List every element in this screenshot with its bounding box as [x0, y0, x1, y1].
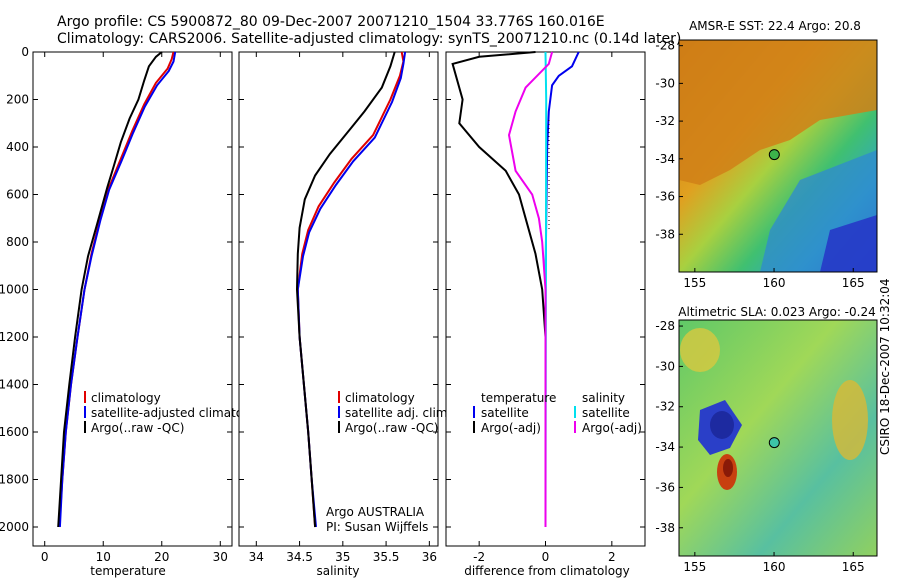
map-y-tick-label: -36: [655, 480, 675, 494]
x-tick-label: -2: [473, 550, 485, 564]
sst-map-panel: AMSR-E SST: 22.4 Argo: 20.8 -28 -30 -32 -34…: [655, 19, 878, 290]
salinity-panel: 34 34.5 35 35.5 36 climatology satellite adj…: [238, 51, 451, 578]
x-tick-label: 20: [154, 550, 169, 564]
difference-panel: -2 0 2 temperature salinity satellite Argo…: [445, 51, 646, 578]
header-line2: Climatology: CARS2006. Satellite-adjuste…: [57, 31, 681, 47]
legend-satellite-label: satellite adj. clim.: [345, 406, 451, 420]
map-x-tick-label: 165: [842, 560, 865, 574]
y-tick-label: 400: [6, 140, 29, 154]
map-x-tick-label: 165: [842, 276, 865, 290]
map-y-tick-label: -36: [655, 190, 675, 204]
header-line1: Argo profile: CS 5900872_80 09-Dec-2007 …: [57, 14, 605, 30]
map-x-tick-label: 155: [683, 276, 706, 290]
y-tick-label: 200: [6, 93, 29, 107]
sla-low-eddy-core: [710, 411, 734, 439]
legend-temp-satellite-label: satellite: [481, 406, 529, 420]
series-line-satellite-adjusted-climatology: [58, 51, 177, 528]
creation-stamp: CSIRO 18-Dec-2007 10:32:04: [878, 278, 892, 455]
legend-argo-label: Argo(..raw -QC): [91, 421, 184, 435]
legend-salinity-header: salinity: [582, 391, 625, 405]
sla-high-patch: [832, 380, 868, 460]
y-tick-label: 1600: [0, 425, 29, 439]
x-tick-label: 0: [542, 550, 550, 564]
legend-climatology-label: climatology: [91, 391, 161, 405]
map-y-tick-label: -38: [655, 521, 675, 535]
x-tick-label: 30: [213, 550, 228, 564]
map-y-tick-label: -30: [655, 359, 675, 373]
y-tick-label: 0: [21, 45, 29, 59]
argo-float-marker: [768, 149, 780, 161]
sst-cold-eddy: [820, 215, 877, 272]
x-tick-label: 2: [608, 550, 616, 564]
y-tick-label: 600: [6, 188, 29, 202]
sla-map-title: Altimetric SLA: 0.023 Argo: -0.24: [678, 305, 875, 319]
map-x-tick-label: 160: [763, 276, 786, 290]
sla-map-panel: Altimetric SLA: 0.023 Argo: -0.24 -28 -30…: [655, 305, 878, 574]
x-tick-label: 0: [41, 550, 49, 564]
x-tick-label: 36: [422, 550, 437, 564]
legend-satellite-label: satellite-adjusted climatology: [91, 406, 269, 420]
map-x-tick-label: 160: [763, 560, 786, 574]
x-tick-label: 10: [96, 550, 111, 564]
y-tick-label: 1400: [0, 378, 29, 392]
map-y-tick-label: -32: [655, 114, 675, 128]
map-y-tick-label: -30: [655, 76, 675, 90]
temperature-xlabel: temperature: [90, 564, 165, 578]
x-tick-label: 35: [335, 550, 350, 564]
y-tick-label: 1200: [0, 330, 29, 344]
legend-sal-satellite-label: satellite: [582, 406, 630, 420]
map-y-tick-label: -32: [655, 400, 675, 414]
map-y-tick-label: -38: [655, 227, 675, 241]
legend-temp-argo-label: Argo(-adj): [481, 421, 541, 435]
y-tick-label: 1800: [0, 473, 29, 487]
sst-map-frame: [678, 39, 878, 273]
sst-map-title: AMSR-E SST: 22.4 Argo: 20.8: [689, 19, 861, 33]
series-line-argo-raw-qc: [57, 51, 163, 528]
sla-high-eddy-core: [723, 459, 733, 477]
sst-warm-region: [679, 40, 877, 185]
difference-xlabel: difference from climatology: [464, 564, 630, 578]
salinity-plot-frame: [238, 51, 439, 547]
argo-float-marker: [768, 437, 780, 449]
temperature-panel: 0 200 400 600 800 1000 1200 1400 1600 1800 2000 0 10…: [0, 45, 269, 578]
operator-annotation: Argo AUSTRALIA: [326, 505, 425, 519]
x-tick-label: 35.5: [373, 550, 400, 564]
map-y-tick-label: -28: [655, 39, 675, 53]
y-tick-label: 800: [6, 235, 29, 249]
salinity-xlabel: salinity: [316, 564, 359, 578]
y-tick-label: 2000: [0, 520, 29, 534]
y-tick-label: 1000: [0, 283, 29, 297]
legend-argo-label: Argo(..raw -QC): [345, 421, 438, 435]
legend-temperature-header: temperature: [481, 391, 556, 405]
map-y-tick-label: -28: [655, 319, 675, 333]
pi-annotation: PI: Susan Wijffels: [326, 520, 428, 534]
x-tick-label: 34: [249, 550, 264, 564]
series-line-argo-raw-qc: [295, 51, 396, 528]
legend-sal-argo-label: Argo(-adj): [582, 421, 642, 435]
map-y-tick-label: -34: [655, 440, 675, 454]
x-tick-label: 34.5: [286, 550, 313, 564]
series-line-temperature-argo-adj: [451, 51, 547, 527]
sla-high-patch: [680, 328, 720, 372]
map-y-tick-label: -34: [655, 152, 675, 166]
map-x-tick-label: 155: [683, 560, 706, 574]
series-line-salinity-argo-adj: [507, 51, 554, 527]
legend-climatology-label: climatology: [345, 391, 415, 405]
sla-map-frame: [678, 319, 878, 557]
